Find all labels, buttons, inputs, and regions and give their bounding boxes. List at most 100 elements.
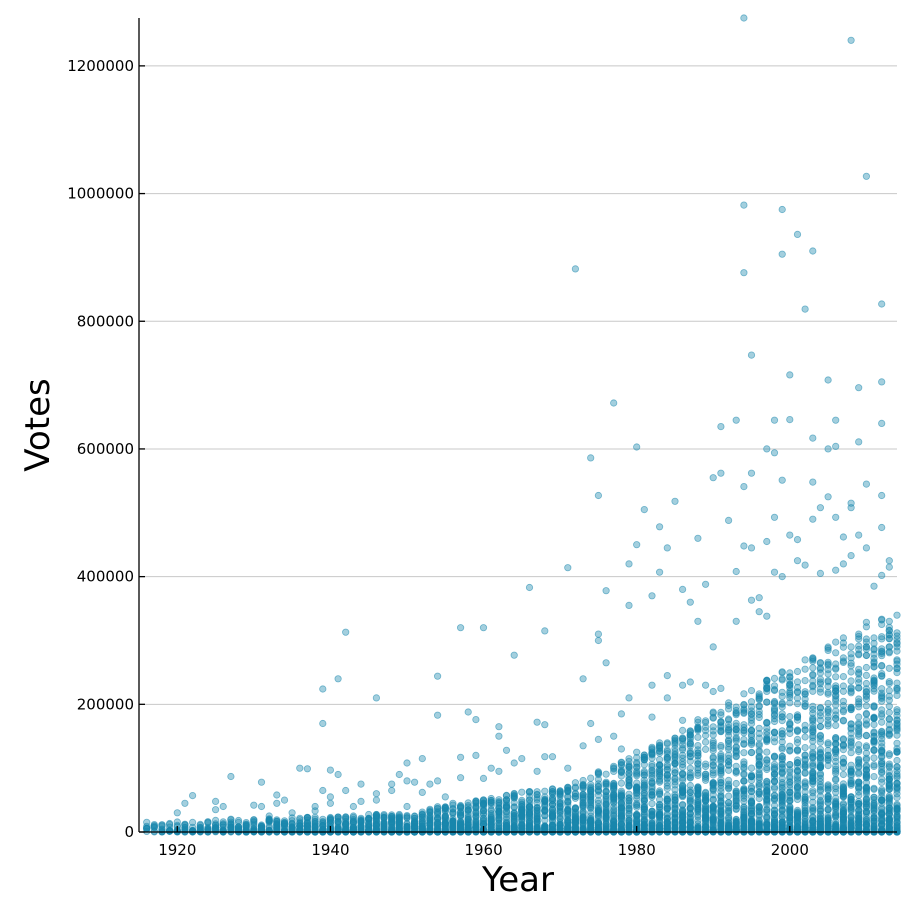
data-point bbox=[694, 752, 702, 760]
data-point bbox=[732, 753, 740, 761]
data-point bbox=[587, 817, 595, 825]
data-point bbox=[686, 804, 694, 813]
data-point bbox=[694, 808, 702, 816]
data-point bbox=[855, 747, 863, 756]
data-point bbox=[878, 746, 886, 755]
data-point bbox=[747, 817, 756, 825]
data-point bbox=[732, 767, 740, 775]
data-point bbox=[640, 761, 648, 769]
data-point bbox=[770, 811, 779, 819]
data-point bbox=[778, 818, 786, 826]
data-point bbox=[564, 821, 572, 829]
data-point bbox=[893, 731, 901, 739]
data-point bbox=[878, 662, 886, 670]
data-point bbox=[594, 821, 603, 830]
data-point bbox=[166, 826, 174, 835]
data-point bbox=[571, 794, 580, 802]
data-point bbox=[793, 713, 802, 721]
data-point bbox=[625, 772, 633, 781]
data-point bbox=[640, 771, 648, 779]
data-point bbox=[770, 706, 779, 714]
data-point bbox=[755, 729, 763, 738]
data-point bbox=[885, 800, 893, 808]
data-point bbox=[694, 716, 702, 724]
data-point bbox=[548, 800, 557, 808]
data-point bbox=[862, 721, 871, 729]
data-point bbox=[724, 716, 733, 724]
data-point bbox=[885, 643, 893, 651]
data-point bbox=[525, 796, 534, 804]
data-point bbox=[801, 656, 809, 664]
data-point bbox=[479, 807, 488, 815]
data-point bbox=[793, 700, 802, 708]
data-point bbox=[778, 713, 786, 721]
data-point bbox=[655, 803, 664, 811]
data-point bbox=[571, 822, 580, 830]
data-point bbox=[763, 728, 771, 736]
data-point bbox=[189, 818, 197, 827]
data-point bbox=[747, 710, 756, 718]
data-point bbox=[732, 725, 740, 733]
data-point bbox=[893, 745, 901, 753]
data-point bbox=[625, 782, 633, 790]
data-point bbox=[786, 719, 794, 727]
data-points bbox=[143, 14, 901, 836]
data-point bbox=[579, 784, 587, 792]
data-point bbox=[862, 651, 871, 659]
data-point bbox=[793, 792, 802, 800]
data-point bbox=[878, 785, 886, 794]
data-point bbox=[717, 827, 725, 835]
data-point bbox=[617, 824, 626, 833]
data-point bbox=[778, 729, 786, 738]
data-point bbox=[755, 781, 763, 789]
data-point bbox=[778, 676, 786, 684]
data-point bbox=[518, 788, 526, 796]
data-point bbox=[839, 634, 848, 642]
data-point bbox=[893, 793, 901, 802]
data-point bbox=[878, 817, 886, 825]
data-point bbox=[625, 790, 633, 798]
data-point bbox=[809, 769, 817, 777]
data-point bbox=[740, 723, 748, 732]
data-point bbox=[893, 639, 901, 647]
data-point bbox=[862, 638, 871, 646]
data-point bbox=[694, 766, 702, 774]
data-point bbox=[740, 816, 748, 824]
data-point bbox=[663, 766, 671, 774]
data-point bbox=[633, 819, 641, 828]
data-point bbox=[717, 808, 725, 816]
data-point bbox=[257, 778, 266, 786]
data-point bbox=[786, 725, 794, 733]
data-point bbox=[533, 824, 541, 833]
data-point bbox=[862, 679, 871, 688]
data-point bbox=[372, 811, 380, 820]
data-point bbox=[663, 809, 671, 818]
data-point bbox=[724, 802, 733, 810]
data-point bbox=[678, 735, 687, 743]
data-point bbox=[847, 677, 855, 685]
data-point bbox=[855, 730, 863, 738]
data-point bbox=[832, 721, 840, 730]
data-point bbox=[755, 748, 763, 756]
data-point bbox=[204, 818, 212, 827]
data-point bbox=[755, 794, 763, 803]
data-point bbox=[701, 745, 710, 753]
data-point bbox=[564, 786, 572, 794]
data-point bbox=[747, 726, 756, 735]
data-point bbox=[495, 796, 503, 804]
data-point bbox=[862, 794, 871, 803]
data-point bbox=[625, 755, 633, 763]
data-point bbox=[885, 720, 893, 729]
data-point bbox=[464, 815, 472, 823]
data-point bbox=[862, 808, 871, 816]
data-point bbox=[870, 754, 878, 762]
data-point bbox=[885, 750, 893, 758]
data-point bbox=[273, 791, 281, 799]
data-point bbox=[855, 799, 863, 808]
data-point bbox=[648, 743, 656, 751]
data-point bbox=[801, 743, 809, 752]
data-point bbox=[212, 820, 220, 828]
data-point bbox=[755, 773, 763, 781]
data-point bbox=[747, 804, 756, 812]
data-point bbox=[832, 695, 840, 703]
